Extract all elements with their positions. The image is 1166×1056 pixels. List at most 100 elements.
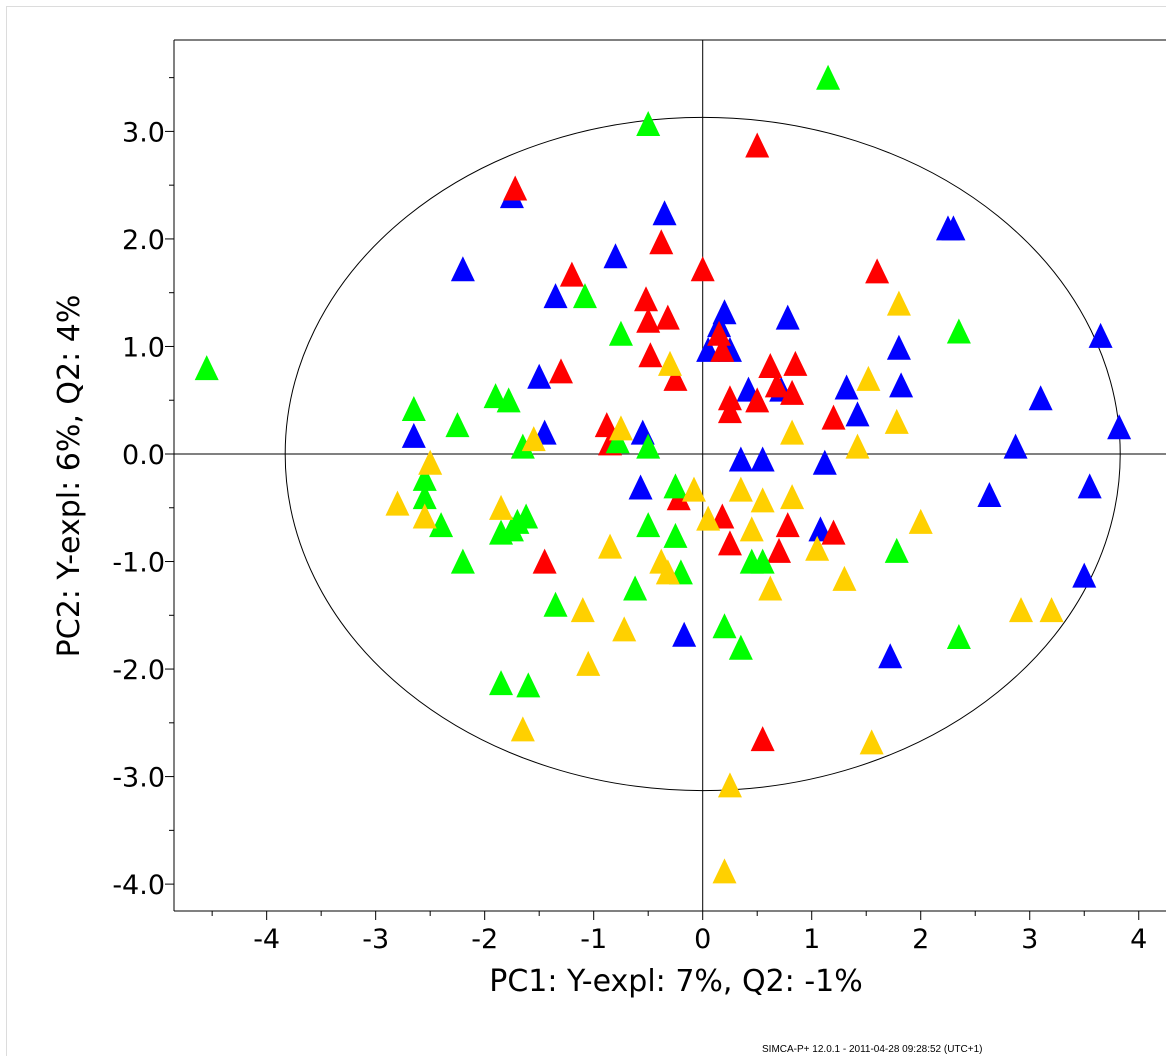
data-point-series-4 (750, 487, 775, 513)
data-point-series-4 (412, 503, 437, 529)
data-point-series-2 (655, 304, 680, 330)
data-point-series-4 (385, 490, 410, 516)
data-point-series-4 (598, 533, 623, 559)
data-point-series-4 (521, 426, 546, 452)
x-tick-label: 4 (1130, 924, 1147, 955)
y-tick-label: 0.0 (122, 440, 165, 471)
data-point-series-3 (412, 484, 437, 510)
data-point-series-1 (889, 372, 914, 398)
data-point-series-2 (717, 530, 742, 556)
data-point-series-1 (845, 401, 870, 427)
data-point-series-3 (663, 473, 688, 499)
data-point-series-3 (489, 670, 514, 696)
data-point-series-2 (775, 512, 800, 538)
y-tick-label: 2.0 (122, 225, 165, 256)
x-tick-label: -2 (471, 924, 498, 955)
data-point-series-2 (717, 385, 742, 411)
data-point-series-4 (832, 565, 857, 591)
data-point-series-3 (401, 395, 426, 421)
data-point-series-2 (532, 548, 557, 574)
data-point-series-4 (655, 559, 680, 585)
data-point-series-1 (1077, 473, 1102, 499)
data-point-series-1 (527, 363, 552, 389)
data-point-series-3 (884, 537, 909, 563)
data-point-series-4 (758, 575, 783, 601)
data-point-series-2 (594, 412, 619, 438)
data-point-series-2 (548, 358, 573, 384)
data-point-series-4 (859, 729, 884, 755)
data-point-series-3 (663, 522, 688, 548)
data-point-series-1 (775, 304, 800, 330)
data-point-series-4 (489, 494, 514, 520)
data-point-series-1 (1072, 562, 1097, 588)
data-point-series-2 (783, 350, 808, 376)
data-point-series-4 (570, 597, 595, 623)
data-point-series-1 (728, 446, 753, 472)
data-point-series-2 (559, 261, 584, 287)
data-point-series-4 (780, 484, 805, 510)
plot-area: -4 -3 -2 -1 0 1 2 3 4 3.0 2.0 1.0 0.0 -1.0 -2.0 -3.0 -4.… (112, 39, 1166, 955)
data-point-series-4 (681, 476, 706, 502)
data-point-series-2 (758, 352, 783, 378)
data-point-series-3 (608, 320, 633, 346)
y-tick-label: -3.0 (112, 763, 165, 794)
data-point-series-2 (634, 286, 659, 312)
data-point-series-3 (623, 575, 648, 601)
x-tick-label: -4 (253, 924, 280, 955)
data-point-series-1 (401, 422, 426, 448)
data-point-series-1 (834, 374, 859, 400)
data-point-series-1 (812, 449, 837, 475)
data-point-series-2 (750, 726, 775, 752)
data-point-series-2 (638, 342, 663, 368)
data-point-series-4 (418, 449, 443, 475)
data-point-series-1 (652, 200, 677, 226)
data-point-series-2 (821, 404, 846, 430)
data-point-series-2 (636, 307, 661, 333)
data-point-series-2 (780, 379, 805, 405)
outer-border (6, 6, 1166, 1056)
data-point-series-2 (764, 372, 789, 398)
x-tick-label: -3 (362, 924, 389, 955)
data-point-series-4 (1039, 597, 1064, 623)
data-point-series-2 (663, 365, 688, 391)
data-point-series-4 (658, 350, 682, 376)
data-point-series-3 (728, 634, 753, 660)
data-point-series-1 (603, 243, 628, 269)
data-point-series-4 (884, 408, 909, 434)
data-point-series-2 (503, 175, 528, 201)
data-point-series-2 (717, 398, 742, 424)
data-point-series-1 (450, 256, 475, 282)
x-tick-label: 3 (1021, 924, 1038, 955)
data-point-series-1 (1088, 322, 1113, 348)
x-tick-label: 1 (803, 924, 820, 955)
y-axis-title: PC2: Y-expl: 6%, Q2: 4% (52, 295, 87, 658)
data-point-series-2 (649, 229, 674, 255)
data-point-series-4 (805, 535, 830, 561)
data-point-series-3 (636, 111, 661, 137)
data-point-series-4 (510, 716, 535, 742)
data-point-series-4 (845, 433, 870, 459)
data-point-series-4 (612, 616, 637, 642)
data-point-series-3 (194, 355, 219, 381)
hotelling-ellipse (284, 116, 1121, 792)
data-point-series-4 (908, 508, 933, 534)
data-point-series-1 (1028, 385, 1053, 411)
data-point-series-4 (856, 365, 881, 391)
data-point-series-4 (886, 290, 911, 316)
data-point-series-2 (690, 256, 715, 282)
x-axis-title: PC1: Y-expl: 7%, Q2: -1% (489, 964, 863, 999)
data-point-series-1 (977, 482, 1002, 508)
data-point-series-3 (605, 428, 630, 454)
data-point-series-1 (672, 621, 697, 647)
data-point-series-3 (496, 387, 521, 413)
data-point-series-3 (712, 613, 737, 639)
data-point-series-1 (1107, 414, 1132, 440)
data-point-series-2 (745, 387, 770, 413)
data-point-series-2 (821, 519, 846, 545)
x-tick-label: 0 (694, 924, 711, 955)
data-point-series-1 (543, 283, 568, 309)
data-point-series-3 (483, 383, 508, 409)
data-point-series-4 (696, 505, 721, 531)
data-point-series-3 (499, 516, 524, 542)
